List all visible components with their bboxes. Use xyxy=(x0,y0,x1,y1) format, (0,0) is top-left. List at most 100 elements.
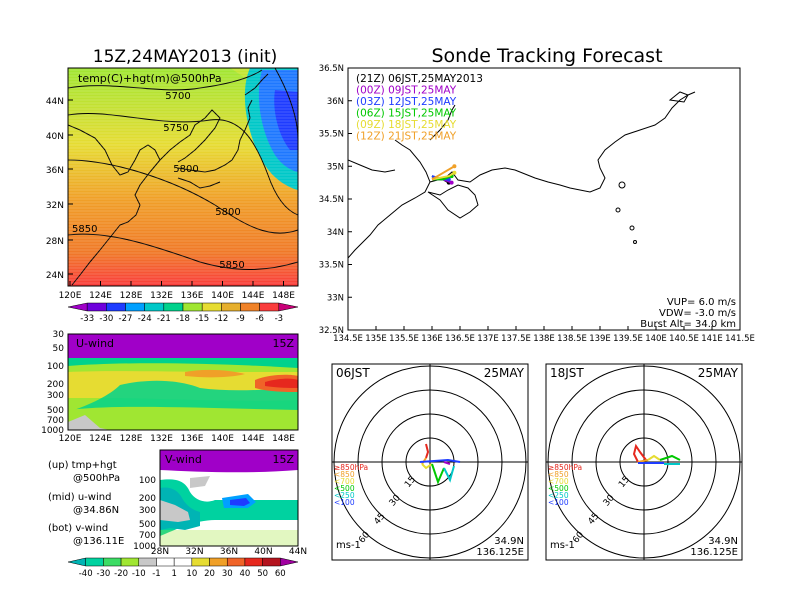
wind-trace xyxy=(443,461,451,465)
lat-tick-label: 32N xyxy=(185,547,203,557)
track-lon-label: 137.5E xyxy=(501,334,531,344)
track-lon-ticks: 134.5E 135E 135.5E 136E 136.5E 137E 137.5E 138E… xyxy=(333,326,755,344)
polar-lat: 34.9N xyxy=(494,536,524,547)
lon-tick-label: 132E xyxy=(150,434,173,444)
u-gray-patch xyxy=(68,415,110,430)
polar-unit: ms-1 xyxy=(550,540,575,551)
colorbar-swatch xyxy=(240,302,260,312)
colorbar-swatch xyxy=(259,302,280,312)
sonde-burst-point xyxy=(449,180,454,185)
track-lon-label: 138E xyxy=(533,334,555,344)
side-legend-line: (up) tmp+hgt xyxy=(48,460,117,471)
top-map-panel: temp(C)+hgt(m)@500hPa 5700 5750 5800 5800 58… xyxy=(46,67,299,324)
contour-label: 5850 xyxy=(219,260,244,271)
polar-level-label: <250 xyxy=(334,491,355,500)
lon-tick-label: 140E xyxy=(211,434,234,444)
track-lat-ticks: 36.5N 36N 35.5N 35N 34.5N 34N 33.5N 33N 32.5N xyxy=(319,64,352,336)
v-gray xyxy=(160,500,190,522)
polar-level-label: <700 xyxy=(334,477,355,486)
v-label: V-wind xyxy=(165,453,202,466)
polar-lon: 136.125E xyxy=(690,547,738,558)
island-4 xyxy=(633,240,637,244)
contour-label: 5800 xyxy=(215,207,240,218)
track-lon-label: 138.5E xyxy=(557,334,587,344)
kii-peninsula xyxy=(427,184,479,219)
pressure-tick-label: 500 xyxy=(47,406,64,416)
lat-tick-label: 40N xyxy=(254,547,272,557)
contour-5800 xyxy=(68,159,298,234)
lon-tick-label: 148E xyxy=(272,291,295,301)
contour-5700 xyxy=(68,69,263,91)
lat-tick-label: 36N xyxy=(220,547,238,557)
mainland-coast xyxy=(68,124,161,286)
track-lines xyxy=(431,164,457,185)
lon-tick-label: 132E xyxy=(150,291,173,301)
polar-level-label: <250 xyxy=(548,491,569,500)
polar-level-label: <850 xyxy=(334,470,355,479)
top-lon-ticks: 120E 124E 128E 132E 136E 140E 144E 148E xyxy=(59,281,295,301)
colorbar-label: -9 xyxy=(236,314,244,324)
colorbar-swatch xyxy=(221,302,241,312)
pressure-tick-label: 500 xyxy=(139,520,156,530)
side-legend-sub: @500hPa xyxy=(73,473,120,484)
island-2 xyxy=(615,207,621,213)
u-label: U-wind xyxy=(76,337,114,350)
colorbar-label: -27 xyxy=(119,314,133,324)
side-legend-line: (mid) u-wind xyxy=(48,492,111,503)
pressure-tick-label: 300 xyxy=(139,506,156,516)
vup-param: VUP= 6.0 m/s xyxy=(667,297,736,308)
track-legend-entry: (03Z) 12JST,25MAY xyxy=(356,96,457,108)
colorbar-label: -12 xyxy=(214,314,228,324)
track-lat-label: 33N xyxy=(327,293,344,303)
wind-trace xyxy=(431,463,445,485)
track-lat-label: 34.5N xyxy=(319,195,344,205)
colorbar-label: -18 xyxy=(176,314,190,324)
japan-coastline xyxy=(348,91,696,259)
wind-colorbar-swatch xyxy=(173,557,193,567)
sonde-burst-point xyxy=(452,170,457,175)
wind-colorbar-label: 60 xyxy=(275,569,286,579)
lon-tick-label: 144E xyxy=(242,434,265,444)
sado xyxy=(668,91,689,103)
track-legend: (21Z) 06JST,25MAY2013(00Z) 09JST,25MAY(0… xyxy=(356,73,483,143)
polar-time: 18JST xyxy=(550,366,584,380)
wind-colorbar-swatch xyxy=(226,557,246,567)
top-map-label: temp(C)+hgt(m)@500hPa xyxy=(78,72,222,85)
contour-5850 xyxy=(68,233,298,270)
track-lon-label: 135.5E xyxy=(389,334,419,344)
wind-colorbar-label: -10 xyxy=(132,569,146,579)
track-lon-label: 141.5E xyxy=(725,334,755,344)
wind-colorbar-label: 1 xyxy=(171,569,176,579)
side-legend: (up) tmp+hgt @500hPa (mid) u-wind @34.86N (b… xyxy=(48,460,124,547)
wind-trace xyxy=(647,454,661,461)
track-legend-entry: (12Z) 21JST,25MAY xyxy=(356,131,457,143)
shading-stripes xyxy=(68,69,298,284)
wind-colorbar-label: 30 xyxy=(222,569,233,579)
track-lat-label: 35N xyxy=(327,162,344,172)
polar-date: 25MAY xyxy=(698,366,739,380)
polar-level-label: ≥850hPa xyxy=(548,463,582,472)
colorbar-label: -33 xyxy=(80,314,94,324)
track-lat-label: 36.5N xyxy=(319,64,344,74)
lon-tick-label: 148E xyxy=(272,434,295,444)
wind-colorbar-label: -40 xyxy=(79,569,93,579)
lon-tick-label: 120E xyxy=(59,291,82,301)
wind-colorbar: -40 -30 -20 -10 -1 1 10 20 30 40 50 60 xyxy=(67,557,299,579)
polar-level-label: <100 xyxy=(548,498,569,507)
wind-colorbar-swatch xyxy=(85,557,104,567)
lon-tick-label: 124E xyxy=(89,434,112,444)
wind-colorbar-label: -1 xyxy=(152,569,160,579)
pressure-tick-label: 100 xyxy=(139,476,156,486)
track-legend-entry: (09Z) 18JST,25MAY xyxy=(356,119,457,131)
top-lat-ticks: 44N 40N 36N 32N 28N 24N xyxy=(46,97,73,281)
wind-colorbar-label: 50 xyxy=(257,569,268,579)
wind-trace xyxy=(421,463,433,470)
wind-trace xyxy=(632,443,647,463)
contour-label: 5850 xyxy=(72,224,97,235)
lon-tick-label: 136E xyxy=(181,291,204,301)
lat-tick-label: 44N xyxy=(289,547,307,557)
wind-colorbar-swatch xyxy=(120,557,140,567)
